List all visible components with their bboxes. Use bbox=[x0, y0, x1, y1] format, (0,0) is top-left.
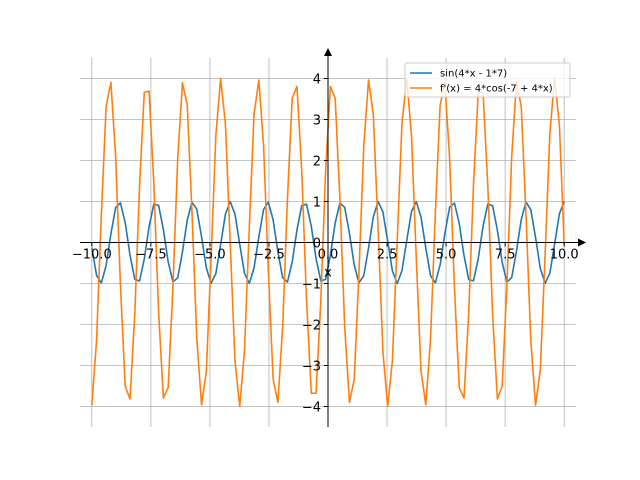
x-tick-label: −7.5 bbox=[135, 248, 167, 263]
x-tick-label: 2.5 bbox=[377, 248, 398, 263]
y-tick-label: −3 bbox=[302, 360, 321, 375]
x-tick-label: 5.0 bbox=[436, 248, 457, 263]
y-tick-label: 2 bbox=[313, 155, 321, 170]
x-tick-label: −2.5 bbox=[253, 248, 285, 263]
y-tick-label: −4 bbox=[302, 401, 321, 416]
axes: −10.0 −7.5 −5.0 −2.5 0.0 2.5 5.0 7.5 10.0 −4 −3 −2 −… bbox=[72, 48, 586, 427]
x-tick-label: −10.0 bbox=[72, 248, 112, 263]
x-axis-label: x bbox=[324, 266, 332, 281]
x-axis-arrow-icon bbox=[578, 238, 586, 247]
x-tick-label: −5.0 bbox=[194, 248, 226, 263]
y-tick-label: 0 bbox=[313, 237, 321, 252]
y-tick-label: 3 bbox=[313, 114, 321, 129]
legend-label-0: sin(4*x - 1*7) bbox=[440, 69, 507, 80]
y-tick-label: 1 bbox=[313, 196, 321, 211]
x-tick-label: 7.5 bbox=[495, 248, 516, 263]
legend-label-1: f'(x) = 4*cos(-7 + 4*x) bbox=[440, 84, 553, 95]
y-axis-arrow-icon bbox=[324, 48, 332, 56]
legend-box bbox=[404, 62, 571, 98]
x-tick-label: 10.0 bbox=[550, 248, 579, 263]
y-tick-label: 4 bbox=[313, 73, 321, 88]
x-tick-label: 0.0 bbox=[318, 248, 339, 263]
y-tick-label: −1 bbox=[302, 278, 321, 293]
y-tick-label: −2 bbox=[302, 319, 321, 334]
legend: sin(4*x - 1*7) f'(x) = 4*cos(-7 + 4*x) bbox=[404, 62, 571, 98]
